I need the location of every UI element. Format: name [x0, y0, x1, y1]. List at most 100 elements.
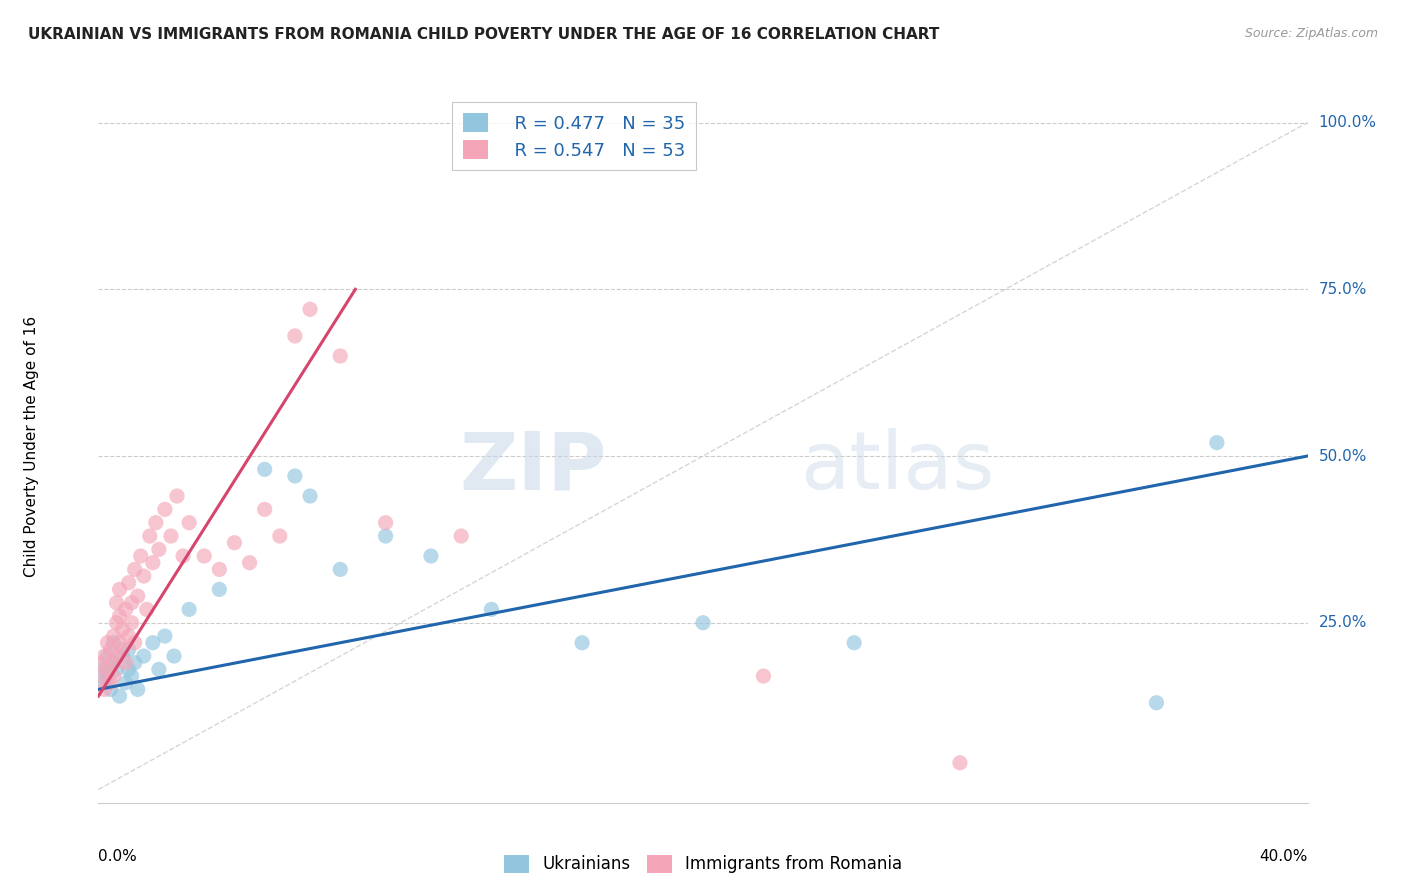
Point [129, 549, 152, 563]
Point [111, 623, 134, 637]
Point [118, 642, 141, 657]
Point [253, 502, 276, 516]
Point [139, 529, 162, 543]
Point [105, 662, 128, 676]
Point [153, 502, 176, 516]
Point [132, 569, 155, 583]
Point [284, 329, 307, 343]
Text: Child Poverty Under the Age of 16: Child Poverty Under the Age of 16 [24, 316, 39, 576]
Point [571, 636, 593, 650]
Text: UKRAINIAN VS IMMIGRANTS FROM ROMANIA CHILD POVERTY UNDER THE AGE OF 16 CORRELATI: UKRAINIAN VS IMMIGRANTS FROM ROMANIA CHI… [28, 27, 939, 42]
Point [208, 582, 231, 597]
Text: atlas: atlas [800, 428, 994, 507]
Point [160, 529, 183, 543]
Point [103, 669, 125, 683]
Point [93, 649, 115, 664]
Point [1206, 435, 1229, 450]
Point [121, 615, 143, 630]
Point [105, 596, 128, 610]
Point [177, 602, 201, 616]
Point [108, 689, 131, 703]
Point [127, 589, 149, 603]
Text: 75.0%: 75.0% [1319, 282, 1367, 297]
Point [193, 549, 215, 563]
Point [299, 302, 322, 317]
Point [135, 602, 157, 616]
Legend: Ukrainians, Immigrants from Romania: Ukrainians, Immigrants from Romania [498, 848, 908, 880]
Point [121, 669, 143, 683]
Point [114, 656, 136, 670]
Point [114, 602, 136, 616]
Point [96, 649, 118, 664]
Text: ZIP: ZIP [458, 428, 606, 507]
Point [118, 575, 141, 590]
Text: 0.0%: 0.0% [98, 849, 138, 864]
Point [103, 629, 125, 643]
Point [118, 629, 141, 643]
Point [96, 669, 118, 683]
Point [105, 615, 128, 630]
Point [124, 656, 146, 670]
Point [374, 529, 396, 543]
Point [224, 535, 246, 549]
Point [284, 469, 307, 483]
Point [127, 682, 149, 697]
Point [111, 642, 134, 657]
Point [103, 656, 125, 670]
Point [419, 549, 441, 563]
Point [108, 636, 131, 650]
Point [111, 649, 134, 664]
Point [153, 629, 176, 643]
Point [177, 516, 201, 530]
Point [90, 669, 112, 683]
Point [208, 562, 231, 576]
Point [450, 529, 472, 543]
Point [96, 662, 118, 676]
Point [1144, 696, 1167, 710]
Point [481, 602, 503, 616]
Point [108, 582, 131, 597]
Point [163, 649, 186, 664]
Point [844, 636, 866, 650]
Point [124, 562, 146, 576]
Point [253, 462, 276, 476]
Point [121, 596, 143, 610]
Text: 25.0%: 25.0% [1319, 615, 1367, 631]
Point [172, 549, 194, 563]
Point [96, 636, 118, 650]
Point [239, 556, 262, 570]
Point [132, 649, 155, 664]
Point [93, 682, 115, 697]
Point [148, 662, 170, 676]
Point [118, 662, 141, 676]
Point [108, 609, 131, 624]
Point [269, 529, 291, 543]
Point [100, 642, 122, 657]
Text: 100.0%: 100.0% [1319, 115, 1376, 130]
Point [103, 636, 125, 650]
Point [148, 542, 170, 557]
Point [374, 516, 396, 530]
Point [142, 556, 165, 570]
Point [329, 562, 352, 576]
Point [949, 756, 972, 770]
Point [166, 489, 188, 503]
Text: Source: ZipAtlas.com: Source: ZipAtlas.com [1244, 27, 1378, 40]
Point [692, 615, 714, 630]
Text: 50.0%: 50.0% [1319, 449, 1367, 464]
Point [145, 516, 167, 530]
Point [103, 656, 125, 670]
Point [299, 489, 322, 503]
Point [90, 662, 112, 676]
Point [100, 675, 122, 690]
Point [752, 669, 775, 683]
Point [93, 675, 115, 690]
Point [142, 636, 165, 650]
Point [124, 636, 146, 650]
Point [90, 656, 112, 670]
Point [114, 675, 136, 690]
Point [105, 649, 128, 664]
Text: 40.0%: 40.0% [1260, 849, 1308, 864]
Point [100, 682, 122, 697]
Point [329, 349, 352, 363]
